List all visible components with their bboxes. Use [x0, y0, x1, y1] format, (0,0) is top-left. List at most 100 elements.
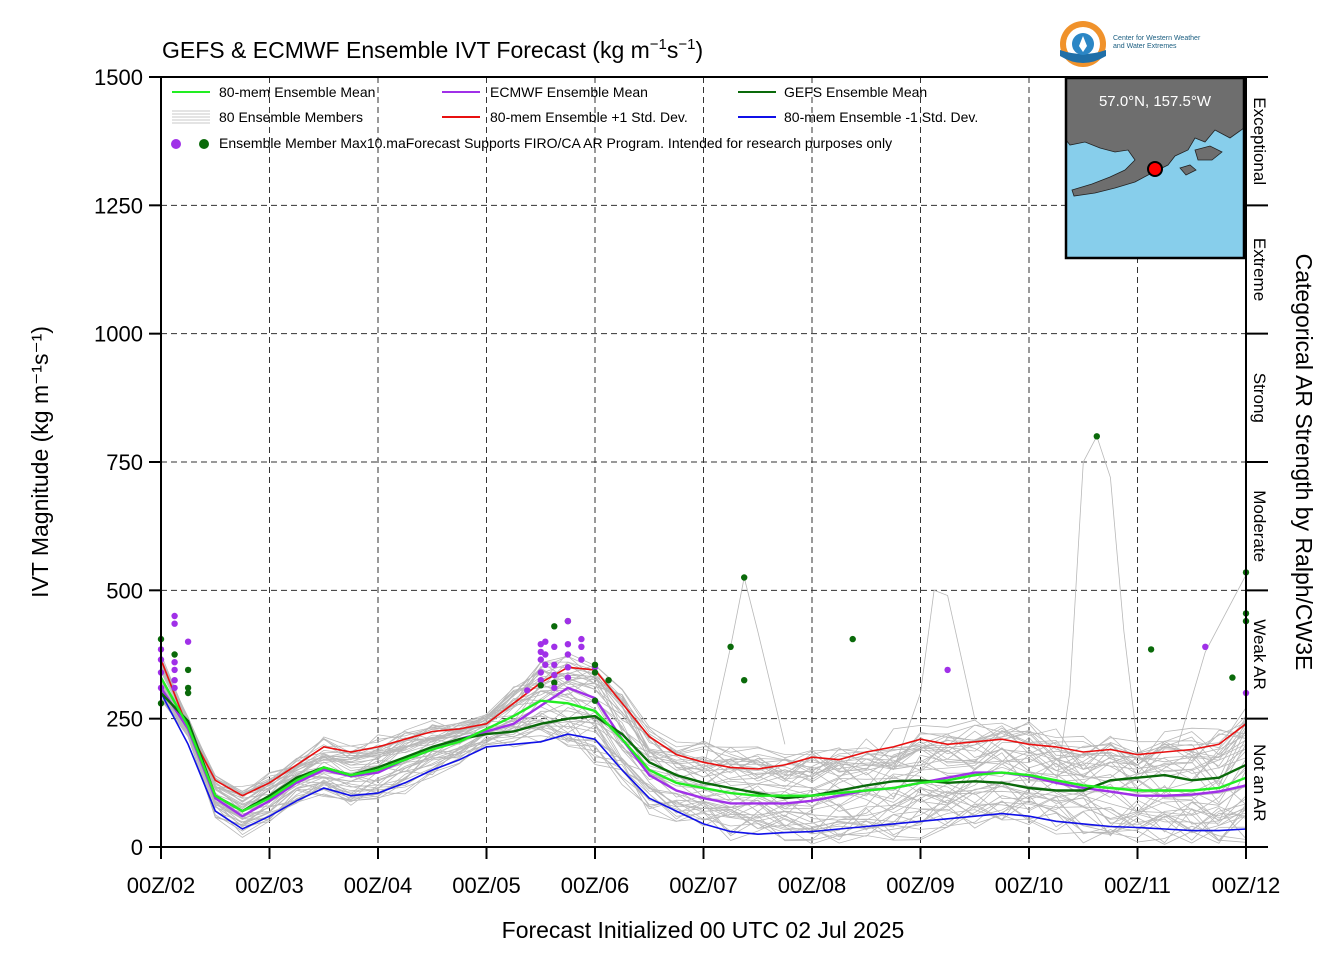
ensemble-member-line	[160, 699, 1247, 844]
inset-island	[1194, 145, 1223, 161]
y-tick-label: 500	[106, 578, 143, 603]
ensemble-member-line	[893, 589, 976, 771]
logo-drop-icon	[1079, 36, 1087, 52]
member-max-point	[1229, 674, 1236, 681]
member-max-point	[727, 643, 734, 650]
member-max-point	[605, 677, 612, 684]
member-max-point	[849, 635, 856, 643]
x-tick-label: 00Z/11	[1104, 873, 1171, 898]
x-axis-label: Forecast Initialized 00 UTC 02 Jul 2025	[502, 917, 905, 943]
member-max-point	[1093, 433, 1101, 440]
x-tick-label: 00Z/07	[669, 873, 738, 898]
x-tick-label: 00Z/02	[127, 873, 196, 898]
inset-land	[1065, 77, 1245, 197]
ensemble-member-line	[1055, 435, 1152, 786]
chart-title: GEFS & ECMWF Ensemble IVT Forecast (kg m…	[162, 36, 703, 63]
member-max-point	[564, 617, 572, 625]
y-tick-label: 750	[106, 450, 143, 475]
member-max-point	[184, 666, 192, 674]
member-max-point	[171, 684, 178, 692]
member-max-point	[578, 635, 585, 643]
member-max-point	[542, 661, 549, 668]
member-max-point	[537, 677, 544, 684]
x-tick-label: 00Z/03	[235, 873, 304, 898]
member-max-point	[551, 643, 558, 650]
series-line-ens_mean	[159, 677, 1247, 813]
category-label: Extreme	[1250, 238, 1269, 301]
member-max-point	[551, 623, 558, 630]
ensemble-member-line	[160, 666, 1247, 810]
legend-swatch-members	[172, 110, 210, 124]
member-max-point	[551, 661, 558, 668]
member-max-point	[171, 659, 178, 666]
ensemble-member-line	[160, 685, 1247, 832]
grid-lines	[161, 77, 1246, 847]
x-axis: 00Z/02 00Z/03 00Z/04 00Z/05 00Z/06 00Z/07 00Z/…	[127, 847, 1281, 898]
ensemble-member-line	[160, 654, 1247, 794]
member-max-point	[591, 697, 599, 704]
category-label: Weak AR	[1250, 619, 1269, 690]
member-max-point	[564, 651, 572, 658]
legend-members: 80 Ensemble Members	[219, 109, 363, 125]
member-max-points	[157, 433, 1250, 707]
legend: 80-mem Ensemble Mean ECMWF Ensemble Mean…	[171, 84, 978, 151]
member-max-point	[578, 656, 585, 663]
y-tick-label: 1500	[94, 65, 143, 90]
series-line-minus_sd	[160, 692, 1247, 836]
legend-ecmwf-mean: ECMWF Ensemble Mean	[490, 84, 648, 100]
x-tick-label: 00Z/12	[1212, 873, 1281, 898]
legend-max-note: Ensemble Member Max10.maForecast Support…	[219, 135, 892, 151]
member-max-point	[1147, 646, 1155, 653]
ensemble-member-line	[160, 658, 1247, 808]
legend-plus-sd: 80-mem Ensemble +1 Std. Dev.	[490, 109, 688, 125]
logo-wave	[1060, 50, 1106, 63]
series-lines	[159, 659, 1247, 836]
member-max-point	[171, 666, 178, 674]
cw3e-logo: Center for Western Weather and Water Ext…	[1060, 21, 1201, 67]
legend-minus-sd: 80-mem Ensemble -1 Std. Dev.	[784, 109, 978, 125]
series-line-plus_sd	[160, 659, 1247, 797]
member-max-point	[551, 684, 558, 692]
member-max-point	[551, 671, 558, 679]
y-tick-label: 0	[131, 835, 143, 860]
member-max-point	[184, 638, 192, 645]
member-max-point	[184, 684, 192, 692]
y-tick-label: 1250	[94, 193, 143, 218]
member-max-point	[524, 687, 531, 694]
member-max-point	[551, 679, 558, 686]
y-axis-label: IVT Magnitude (kg m⁻¹s⁻¹)	[27, 326, 53, 598]
category-label: Strong	[1250, 373, 1269, 423]
ensemble-member-line	[160, 662, 1247, 794]
member-max-point	[591, 669, 599, 676]
member-max-point	[537, 656, 544, 663]
inset-frame	[1064, 76, 1246, 260]
ensemble-member-line	[160, 685, 1247, 836]
member-max-point	[741, 574, 748, 581]
member-max-point	[171, 677, 178, 684]
x-tick-label: 00Z/09	[886, 873, 955, 898]
category-label: Not an AR	[1250, 744, 1269, 822]
ensemble-member-line	[160, 694, 1247, 844]
ensemble-member-line	[703, 577, 786, 771]
member-max-point	[171, 651, 178, 658]
inset-location-label: 57.0°N, 157.5°W	[1099, 93, 1212, 110]
member-max-point	[578, 643, 585, 650]
legend-ens-mean: 80-mem Ensemble Mean	[219, 84, 375, 100]
ensemble-member-line	[160, 688, 1247, 841]
member-max-point	[564, 664, 572, 671]
member-max-point	[1202, 643, 1209, 650]
y-tick-label: 1000	[94, 322, 143, 347]
ensemble-member-line	[160, 697, 1247, 843]
member-max-point	[542, 638, 549, 645]
legend-dot-ecmwf	[171, 139, 181, 149]
ensemble-member-line	[160, 664, 1247, 792]
ensemble-member-line	[160, 660, 1247, 795]
member-max-point	[171, 620, 178, 627]
logo-text-2: and Water Extremes	[1113, 43, 1177, 50]
member-max-point	[542, 651, 549, 658]
member-max-point	[537, 682, 544, 689]
ensemble-member-line	[160, 661, 1247, 799]
inset-island	[1179, 164, 1197, 176]
x-tick-label: 00Z/05	[452, 873, 521, 898]
